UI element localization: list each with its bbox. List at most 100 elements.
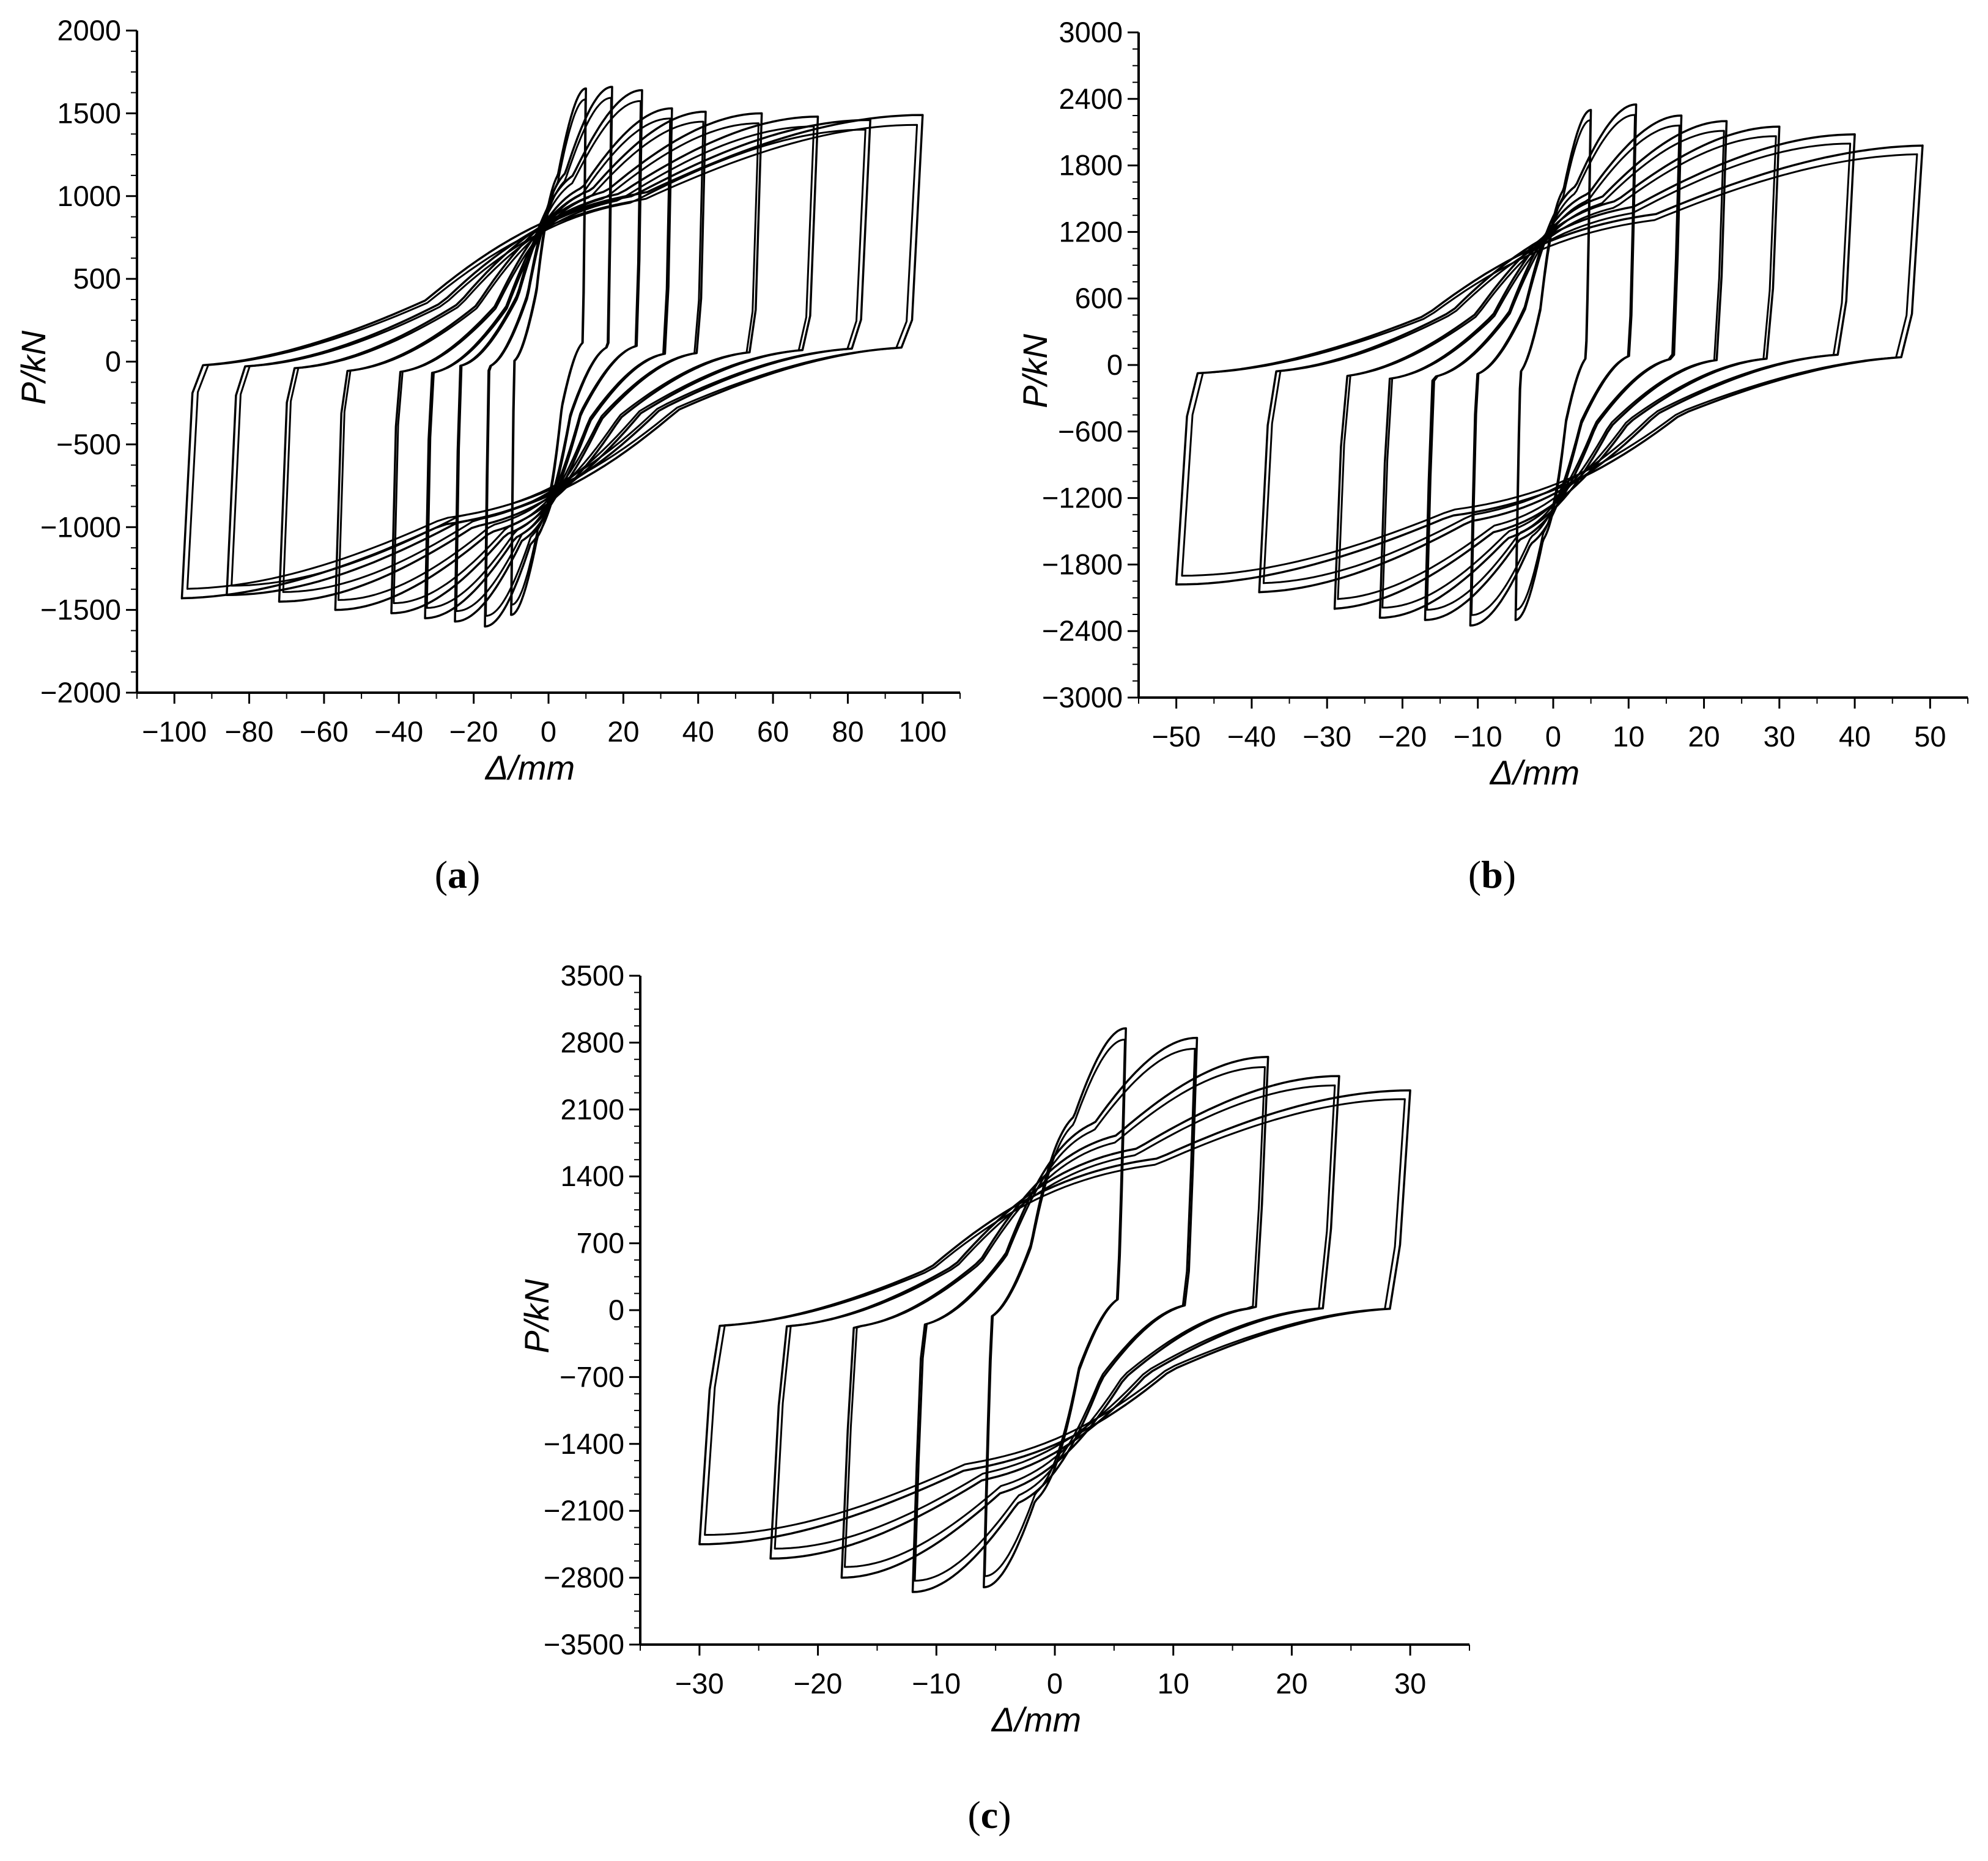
y-tick-label: −1200 bbox=[1042, 482, 1123, 514]
hysteresis-loop bbox=[1378, 120, 1728, 619]
y-tick-label: 3000 bbox=[1059, 16, 1123, 48]
x-tick-label: 60 bbox=[757, 715, 789, 748]
y-tick-label: −1800 bbox=[1042, 548, 1123, 580]
x-tick-label: 10 bbox=[1613, 720, 1644, 753]
hysteresis-loop-repeat bbox=[231, 128, 867, 587]
x-tick-label: −40 bbox=[374, 715, 423, 748]
hysteresis-loop-repeat bbox=[774, 1084, 1336, 1550]
x-axis-label: Δ/mm bbox=[1489, 753, 1580, 792]
hysteresis-loop-repeat bbox=[1426, 124, 1680, 611]
hysteresis-loop bbox=[840, 1056, 1269, 1579]
x-tick-label: 80 bbox=[832, 715, 863, 748]
y-tick-label: −2800 bbox=[544, 1561, 624, 1594]
hysteresis-loop-repeat bbox=[1262, 142, 1852, 584]
y-tick-label: 1500 bbox=[57, 97, 121, 129]
hysteresis-loop bbox=[454, 89, 643, 623]
x-tick-label: −20 bbox=[449, 715, 498, 748]
y-axis-label: P/kN bbox=[517, 1279, 556, 1354]
y-tick-label: 1800 bbox=[1059, 149, 1123, 182]
hysteresis-loop-repeat bbox=[338, 122, 759, 601]
x-tick-label: 100 bbox=[899, 715, 947, 748]
hysteresis-loop bbox=[424, 107, 673, 619]
x-tick-label: −60 bbox=[300, 715, 349, 748]
y-axis-label: P/kN bbox=[14, 330, 53, 405]
hysteresis-loop-repeat bbox=[455, 100, 642, 613]
x-tick-label: 10 bbox=[1158, 1667, 1189, 1700]
hysteresis-loop-repeat bbox=[1381, 130, 1725, 609]
y-tick-label: −3000 bbox=[1042, 681, 1123, 713]
x-tick-label: 0 bbox=[1545, 720, 1561, 753]
y-tick-label: −3500 bbox=[544, 1628, 624, 1660]
y-tick-label: 1000 bbox=[57, 180, 121, 212]
y-tick-label: 500 bbox=[73, 262, 121, 295]
hysteresis-loop-repeat bbox=[485, 97, 612, 617]
hysteresis-loop-repeat bbox=[1515, 119, 1592, 611]
y-axis-label: P/kN bbox=[1016, 334, 1054, 408]
x-tick-label: 30 bbox=[1764, 720, 1795, 753]
y-tick-label: 700 bbox=[577, 1227, 624, 1259]
hysteresis-loop bbox=[698, 1089, 1411, 1546]
hysteresis-loop bbox=[1175, 144, 1924, 586]
panel-c-caption: (c) bbox=[967, 1793, 1011, 1837]
y-tick-label: 2400 bbox=[1059, 83, 1123, 115]
panel-c-chart: −3500 −2800 −2100 −1400 −700 0 700 1400 2100 2800… bbox=[517, 959, 1470, 1739]
hysteresis-loop bbox=[1424, 114, 1683, 621]
hysteresis-loop bbox=[334, 112, 763, 611]
x-tick-label: −50 bbox=[1152, 720, 1201, 753]
x-tick-label: 20 bbox=[607, 715, 639, 748]
y-tick-label: 2000 bbox=[57, 14, 121, 46]
x-tick-label: −20 bbox=[794, 1667, 843, 1700]
hysteresis-loop-repeat bbox=[282, 125, 815, 593]
y-tick-label: 1200 bbox=[1059, 215, 1123, 248]
hysteresis-loop bbox=[911, 1036, 1199, 1593]
y-tick-label: −2400 bbox=[1042, 614, 1123, 647]
hysteresis-loop-repeat bbox=[393, 120, 704, 605]
y-tick-label: 600 bbox=[1075, 282, 1123, 314]
y-tick-label: −1000 bbox=[40, 510, 121, 543]
y-tick-label: 3500 bbox=[560, 959, 624, 992]
hysteresis-loop-repeat bbox=[1337, 135, 1777, 600]
x-tick-label: −40 bbox=[1227, 720, 1276, 753]
x-axis-label: Δ/mm bbox=[484, 748, 575, 787]
x-axis-label: Δ/mm bbox=[991, 1700, 1081, 1739]
x-tick-label: 40 bbox=[1839, 720, 1871, 753]
hysteresis-loop-repeat bbox=[914, 1047, 1196, 1582]
x-tick-label: 30 bbox=[1394, 1667, 1426, 1700]
hysteresis-loop-repeat bbox=[704, 1098, 1406, 1536]
hysteresis-loop bbox=[390, 110, 707, 614]
y-tick-label: 0 bbox=[608, 1294, 624, 1326]
hysteresis-loop bbox=[180, 114, 924, 600]
y-tick-label: 2800 bbox=[560, 1026, 624, 1058]
y-tick-label: −1400 bbox=[544, 1428, 624, 1460]
x-tick-label: 20 bbox=[1276, 1667, 1307, 1700]
hysteresis-loop bbox=[1469, 103, 1638, 627]
panel-b-caption: (b) bbox=[1468, 853, 1516, 896]
hysteresis-loop-repeat bbox=[186, 123, 918, 590]
hysteresis-loop-repeat bbox=[1181, 153, 1918, 577]
x-tick-label: 40 bbox=[682, 715, 714, 748]
panel-b-chart: −3000 −2400 −1800 −1200 −600 0 600 1200 1800 2400… bbox=[1016, 16, 1968, 792]
y-tick-label: 0 bbox=[105, 345, 121, 378]
hysteresis-loop bbox=[484, 86, 613, 628]
x-tick-label: −10 bbox=[1454, 720, 1502, 753]
x-tick-label: −100 bbox=[142, 715, 207, 748]
panel-a-chart: −2000−1500−1000−5000500100015002000−100−… bbox=[14, 14, 961, 787]
y-tick-label: 0 bbox=[1107, 348, 1123, 381]
hysteresis-loop-repeat bbox=[984, 1038, 1126, 1577]
hysteresis-loop bbox=[983, 1027, 1127, 1588]
x-tick-label: 20 bbox=[1688, 720, 1720, 753]
y-tick-label: −600 bbox=[1058, 415, 1123, 448]
hysteresis-loop bbox=[1258, 133, 1856, 594]
x-tick-label: 0 bbox=[1047, 1667, 1063, 1700]
hysteresis-loop-repeat bbox=[426, 117, 671, 609]
y-tick-label: −2100 bbox=[544, 1494, 624, 1527]
y-tick-label: −700 bbox=[560, 1360, 624, 1393]
y-tick-label: −500 bbox=[56, 428, 121, 460]
x-tick-label: 0 bbox=[541, 715, 556, 748]
y-tick-label: 2100 bbox=[560, 1093, 624, 1126]
y-tick-label: 1400 bbox=[560, 1160, 624, 1192]
hysteresis-loop bbox=[278, 116, 819, 603]
hysteresis-loop-repeat bbox=[1470, 114, 1636, 616]
